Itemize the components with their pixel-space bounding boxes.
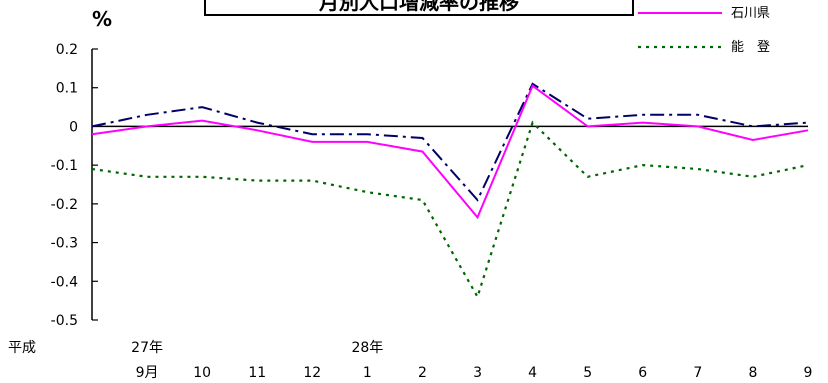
y-tick-label: -0.4 — [51, 274, 78, 290]
x-tick-label: 11 — [248, 365, 266, 381]
x-tick-label: 7 — [693, 365, 702, 381]
era-label: 平成 — [8, 340, 36, 356]
series-line-0 — [91, 82, 809, 202]
title-frame — [204, 0, 634, 16]
x-tick-label: 9 — [804, 365, 813, 381]
y-tick-label: 0.2 — [56, 42, 78, 58]
x-axis: 9月 10 11 12 1 2 3 4 5 6 7 8 9平成 27年 28年 — [8, 125, 813, 381]
x-tick-label: 1 — [363, 365, 372, 381]
x-tick-label: 6 — [638, 365, 647, 381]
legend-label: 能 登 — [731, 40, 770, 55]
x-tick-label: 8 — [748, 365, 757, 381]
y-tick-label: 0.1 — [56, 81, 78, 97]
year-label: 27年 — [131, 340, 163, 356]
chart-title-box: 月別人口増減率の推移 — [204, 0, 634, 16]
x-tick-label: 4 — [528, 365, 537, 381]
year-label: 28年 — [351, 340, 383, 356]
y-tick-label: -0.2 — [51, 197, 78, 213]
x-tick-label: 9月 — [136, 365, 159, 381]
x-tick-label: 12 — [303, 365, 321, 381]
y-axis: 0.2 0.1 0 -0.1 -0.2 -0.3 -0.4 -0.5 — [51, 42, 98, 329]
x-tick-label: 5 — [583, 365, 592, 381]
y-tick-label: -0.3 — [51, 236, 78, 252]
x-tick-label: 10 — [193, 365, 211, 381]
series-line-2 — [91, 120, 809, 300]
x-tick-label: 2 — [418, 365, 427, 381]
y-unit-label: % — [92, 7, 112, 31]
y-tick-label: -0.5 — [51, 313, 78, 329]
series-line-1 — [91, 84, 809, 220]
chart-title: 月別人口増減率の推移 — [318, 0, 519, 14]
legend-label: 石川県 — [731, 6, 770, 21]
x-tick-label: 3 — [473, 365, 482, 381]
series-layer — [91, 82, 809, 300]
y-tick-label: 0 — [69, 119, 78, 135]
y-tick-label: -0.1 — [51, 158, 78, 174]
